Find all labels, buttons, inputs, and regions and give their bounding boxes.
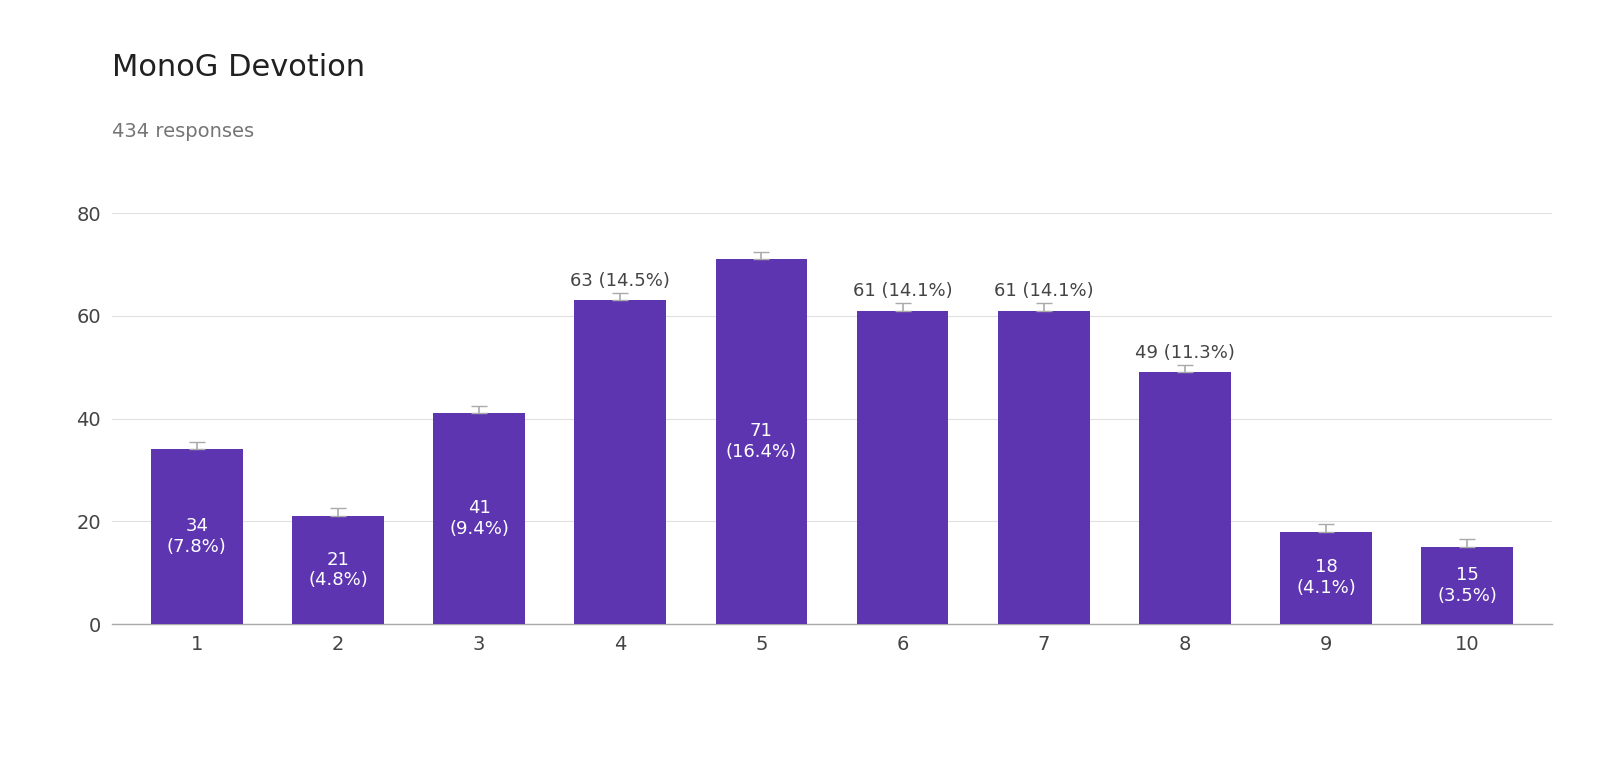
Bar [574,301,666,624]
Bar [1421,547,1514,624]
Text: 41
(9.4%): 41 (9.4%) [450,499,509,538]
Text: MonoG Devotion: MonoG Devotion [112,53,365,82]
Bar [856,310,949,624]
Text: 71
(16.4%): 71 (16.4%) [726,422,797,461]
Text: 61 (14.1%): 61 (14.1%) [994,282,1093,301]
Bar [1280,532,1373,624]
Text: 34
(7.8%): 34 (7.8%) [166,517,227,556]
Bar [434,413,525,624]
Text: 434 responses: 434 responses [112,122,254,141]
Bar [150,449,243,624]
Text: 21
(4.8%): 21 (4.8%) [309,551,368,590]
Text: 18
(4.1%): 18 (4.1%) [1296,559,1355,597]
Bar [1139,372,1230,624]
Text: 63 (14.5%): 63 (14.5%) [570,272,670,290]
Text: 49 (11.3%): 49 (11.3%) [1134,344,1235,362]
Bar [715,260,808,624]
Bar [293,516,384,624]
Text: 15
(3.5%): 15 (3.5%) [1437,566,1498,605]
Bar [998,310,1090,624]
Text: 61 (14.1%): 61 (14.1%) [853,282,952,301]
